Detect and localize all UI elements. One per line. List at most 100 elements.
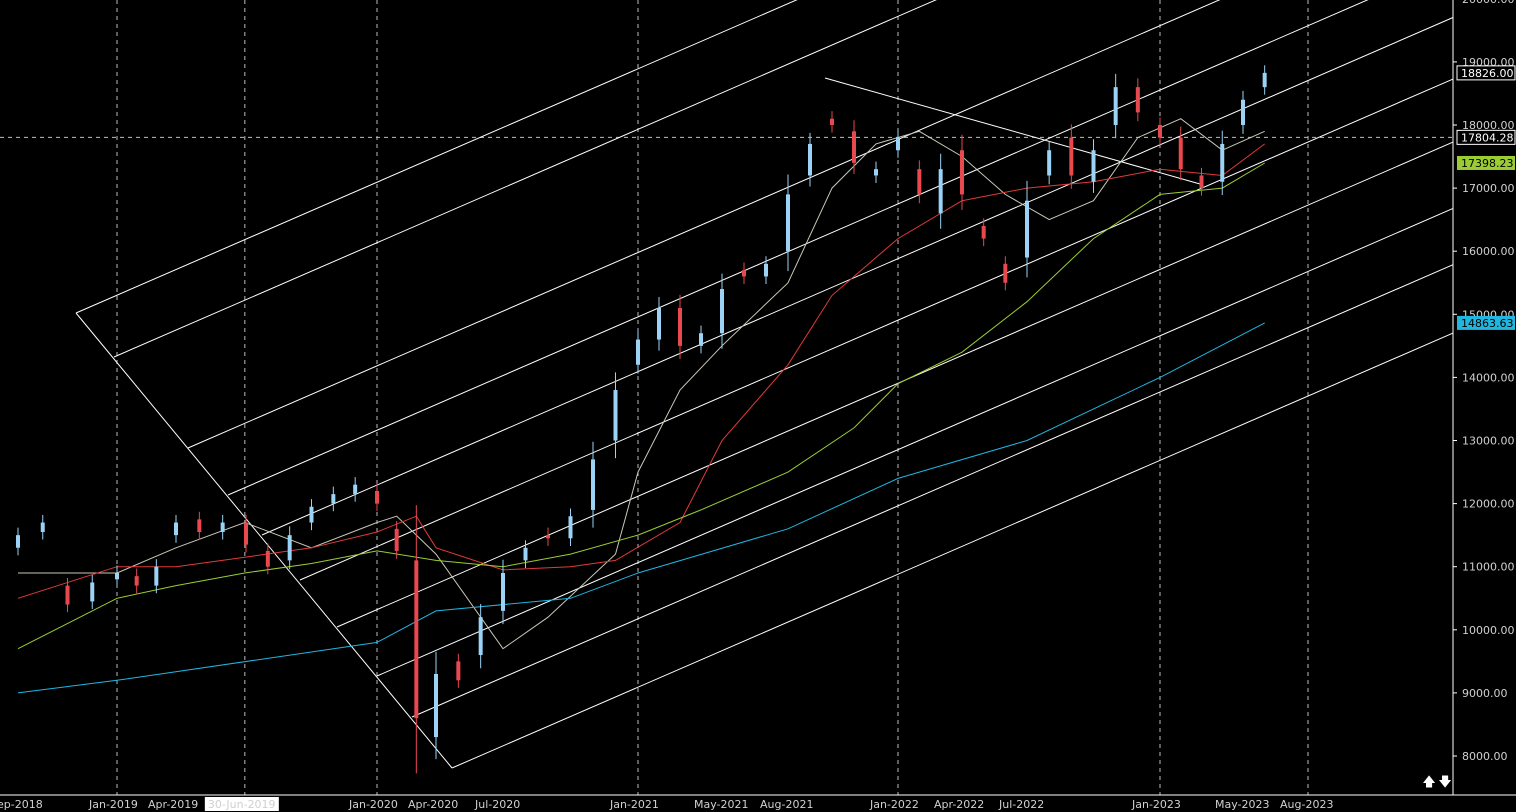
candle-body — [720, 289, 724, 334]
candle-body — [65, 585, 70, 605]
moving-average-line — [17, 143, 1265, 599]
date-tick-label: Jan-2019 — [88, 798, 138, 811]
price-tick-label: 11000.00 — [1462, 561, 1515, 574]
moving-average-line — [17, 322, 1265, 694]
arrow-down-icon[interactable]: 🡇 — [1438, 775, 1452, 790]
candle-body — [434, 673, 438, 738]
candle-body — [981, 225, 986, 239]
fibonacci-channel — [75, 0, 1454, 769]
candle-body — [546, 535, 550, 539]
candle-body — [16, 535, 20, 548]
moving-average-lines — [17, 118, 1265, 694]
date-tick-label: 30-Jun-2019 — [208, 798, 276, 811]
channel-baseline — [75, 312, 453, 769]
candle-body — [1158, 125, 1162, 138]
candle-body — [1003, 263, 1008, 283]
price-tag — [1457, 155, 1515, 170]
candle-body — [353, 484, 358, 495]
channel-line — [451, 332, 1454, 769]
date-tick-label: Jan-2022 — [869, 798, 919, 811]
price-tag — [1456, 129, 1516, 145]
candle-body — [1220, 143, 1225, 182]
moving-average-line — [17, 162, 1265, 650]
moving-average-line — [18, 118, 1265, 650]
candle-body — [40, 522, 45, 532]
candle-body — [197, 519, 202, 532]
date-tick-label: Jan-2021 — [609, 798, 659, 811]
candle-body — [764, 263, 768, 277]
date-tick-label: Jan-2020 — [348, 798, 398, 811]
candle-body — [896, 137, 900, 151]
candle-body — [115, 573, 119, 580]
channel-line — [411, 264, 1454, 718]
price-tick-label: 12000.00 — [1462, 498, 1515, 511]
candle-body — [657, 307, 661, 340]
price-tick-label: 13000.00 — [1462, 435, 1515, 448]
candle-body — [1069, 137, 1074, 176]
arrow-up-icon[interactable]: 🡅 — [1422, 775, 1436, 790]
candle-body — [244, 522, 248, 545]
candle-body — [852, 131, 856, 163]
price-tag — [1457, 315, 1515, 330]
channel-line — [299, 78, 1454, 581]
price-tag-label: 14863.63 — [1461, 317, 1514, 330]
candle-body — [960, 150, 964, 195]
date-tick-label: Jul-2020 — [474, 798, 520, 811]
trend-line — [824, 77, 1201, 185]
price-tag-label: 18826.00 — [1461, 67, 1514, 80]
channel-line — [376, 208, 1454, 677]
candle-body — [1135, 87, 1140, 113]
candle-body — [90, 582, 95, 602]
candle-body — [568, 516, 573, 539]
candle-body — [1178, 137, 1183, 170]
candle-body — [309, 506, 314, 523]
price-tick-label: 18000.00 — [1462, 119, 1515, 132]
candle-body — [523, 547, 528, 561]
date-tick-label: Jan-2023 — [1131, 798, 1181, 811]
candle-body — [478, 617, 483, 656]
candle-body — [265, 550, 270, 567]
candle-body — [808, 143, 812, 176]
candle-body — [1025, 200, 1029, 258]
candle-body — [1091, 150, 1096, 182]
date-tick-label: Sep-2018 — [0, 798, 43, 811]
price-tag-label: 17398.23 — [1461, 157, 1514, 170]
channel-line — [336, 141, 1454, 628]
candle-body — [699, 333, 703, 346]
channel-line — [113, 0, 937, 358]
candle-body — [830, 118, 834, 125]
candle-body — [501, 573, 505, 611]
channel-line — [75, 0, 798, 314]
candle-body — [1199, 175, 1204, 189]
price-tick-label: 8000.00 — [1462, 750, 1508, 763]
price-tag — [1456, 65, 1516, 81]
date-tick-label: Aug-2023 — [1280, 798, 1333, 811]
price-tick-label: 10000.00 — [1462, 624, 1515, 637]
candle-body — [220, 522, 225, 532]
candle-body — [613, 390, 618, 441]
candle-body — [591, 459, 595, 510]
price-tags: 18826.00 17804.28 17398.23 14863.63 — [1456, 65, 1516, 330]
candle-body — [1262, 72, 1267, 88]
candle-body — [1047, 150, 1052, 176]
scroll-controls: 🡅 🡇 — [1422, 776, 1452, 790]
candle-body — [134, 576, 139, 586]
candle-body — [456, 661, 461, 681]
candlesticks[interactable] — [16, 65, 1267, 774]
candle-body — [636, 339, 640, 365]
candle-body — [414, 560, 419, 719]
candle-body — [287, 535, 292, 561]
date-tick-label: Apr-2019 — [148, 798, 198, 811]
date-highlight — [204, 797, 279, 811]
date-tick-label: May-2023 — [1215, 798, 1270, 811]
candle-body — [938, 169, 943, 214]
candle-body — [874, 169, 878, 176]
price-tick-label: 17000.00 — [1462, 182, 1515, 195]
date-tick-label: Jul-2022 — [998, 798, 1044, 811]
channel-line — [187, 0, 1221, 449]
candle-body — [1241, 99, 1245, 125]
price-tick-label: 16000.00 — [1462, 245, 1515, 258]
